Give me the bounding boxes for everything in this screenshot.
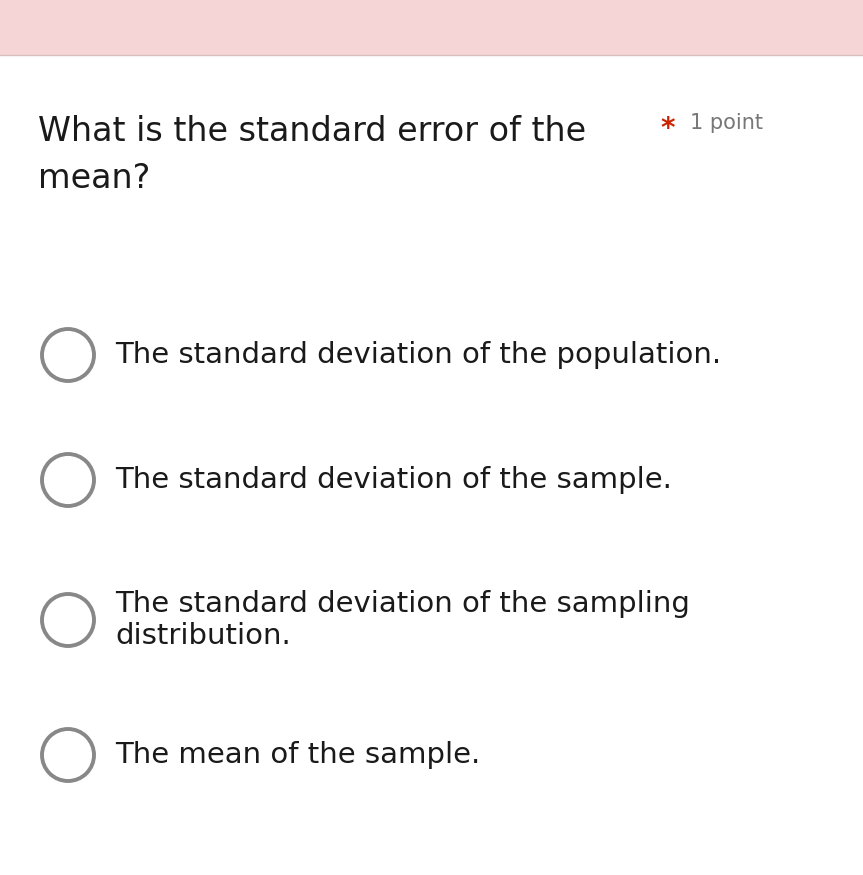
Text: 1 point: 1 point <box>690 113 763 133</box>
Circle shape <box>42 729 94 781</box>
Circle shape <box>42 329 94 381</box>
Circle shape <box>42 454 94 506</box>
Text: The standard deviation of the sample.: The standard deviation of the sample. <box>115 466 672 494</box>
Bar <box>0 0 863 55</box>
Text: The mean of the sample.: The mean of the sample. <box>115 741 480 769</box>
Text: The standard deviation of the sampling: The standard deviation of the sampling <box>115 590 690 618</box>
Text: mean?: mean? <box>38 162 150 195</box>
Text: distribution.: distribution. <box>115 622 291 650</box>
Text: *: * <box>660 115 675 143</box>
Text: The standard deviation of the population.: The standard deviation of the population… <box>115 341 721 369</box>
Circle shape <box>42 594 94 646</box>
Text: What is the standard error of the: What is the standard error of the <box>38 115 586 148</box>
